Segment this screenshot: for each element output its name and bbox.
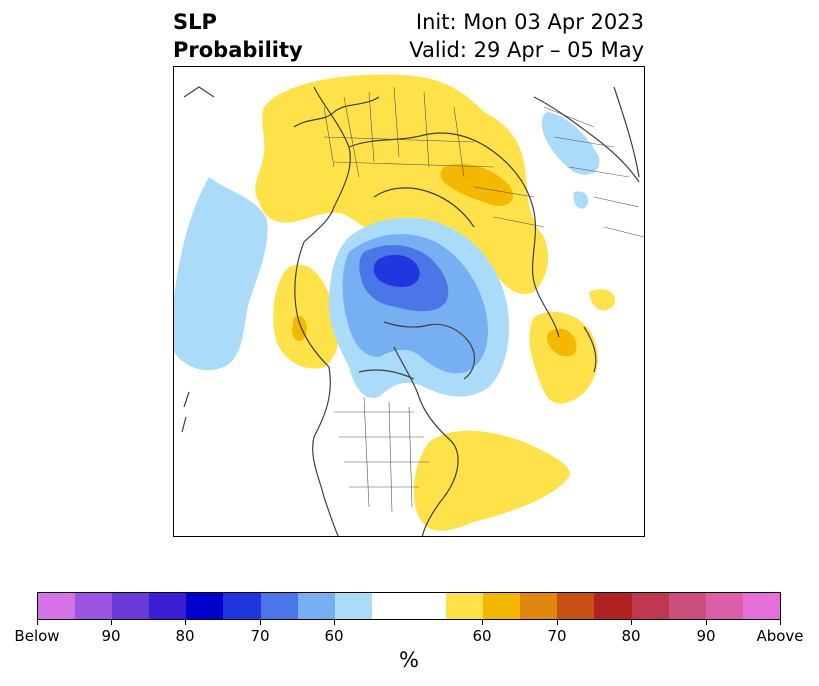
anomaly-above-70-far-east [547, 328, 577, 357]
valid-range: Valid: 29 Apr – 05 May [409, 38, 644, 62]
colorbar-cell [742, 593, 780, 619]
colorbar-cell [260, 593, 298, 619]
colorbar-cell [371, 593, 409, 619]
colorbar-tick [780, 620, 781, 625]
colorbar-tick-label: 90 [696, 627, 716, 645]
political-borders [323, 86, 644, 513]
colorbar-tick-label: 80 [175, 627, 195, 645]
coastlines [181, 86, 640, 536]
colorbar-cell [297, 593, 335, 619]
map-title-left: SLP Probability [173, 8, 303, 64]
colorbar-tick [334, 620, 335, 625]
colorbar-tick [260, 620, 261, 625]
anomaly-above-north-pacific [273, 264, 340, 369]
anomaly-above-70-pacific [292, 315, 307, 341]
colorbar-cell [112, 593, 150, 619]
colorbar-tick-label: Below [14, 627, 60, 645]
anomaly-above-japan [589, 289, 615, 311]
init-date: Init: Mon 03 Apr 2023 [415, 10, 644, 34]
colorbar-tick-label: 90 [101, 627, 121, 645]
colorbar-tick [111, 620, 112, 625]
colorbar-cell [186, 593, 224, 619]
colorbar-tick-label: 70 [547, 627, 567, 645]
colorbar-cell [520, 593, 558, 619]
colorbar [37, 592, 781, 620]
anomaly-above-canada-east [434, 198, 450, 214]
colorbar-cell [631, 593, 669, 619]
colorbar-cell [223, 593, 261, 619]
colorbar-tick [706, 620, 707, 625]
colorbar-tick [631, 620, 632, 625]
colorbar-cell [38, 593, 76, 619]
colorbar-cell [557, 593, 595, 619]
colorbar-unit: % [399, 648, 419, 672]
map-svg [174, 74, 644, 536]
colorbar-cell [149, 593, 187, 619]
anomaly-below-arctic-90 [373, 254, 420, 287]
colorbar-cell [334, 593, 372, 619]
title-probability: Probability [173, 38, 303, 62]
anomaly-below-pacific [174, 177, 268, 371]
colorbar-tick [557, 620, 558, 625]
map-title-right: Init: Mon 03 Apr 2023 Valid: 29 Apr – 05… [409, 8, 644, 64]
colorbar-cell [668, 593, 706, 619]
anomaly-above-far-east [529, 311, 598, 404]
colorbar-cell [408, 593, 447, 619]
anomaly-above-europe-asia [255, 74, 549, 295]
anomaly-above-70-siberia [440, 163, 513, 206]
colorbar-cell [446, 593, 484, 619]
colorbar-cell [75, 593, 113, 619]
colorbar-cell [594, 593, 632, 619]
anomaly-above-atlantic [413, 430, 570, 531]
colorbar-tick-label: 70 [250, 627, 270, 645]
colorbar-tick-label: 80 [621, 627, 641, 645]
colorbar-cell [483, 593, 521, 619]
probability-map [173, 66, 645, 537]
colorbar-tick [37, 620, 38, 625]
anomaly-below-korea [573, 191, 589, 209]
title-slp: SLP [173, 10, 217, 34]
anomaly-below-east-asia [541, 112, 600, 175]
anomaly-above-europe-west [274, 95, 295, 117]
colorbar-cell [705, 593, 743, 619]
colorbar-tick-label: 60 [472, 627, 492, 645]
colorbar-tick [482, 620, 483, 625]
colorbar-tick [185, 620, 186, 625]
colorbar-tick-label: 60 [324, 627, 344, 645]
colorbar-tick-label: Above [756, 627, 804, 645]
